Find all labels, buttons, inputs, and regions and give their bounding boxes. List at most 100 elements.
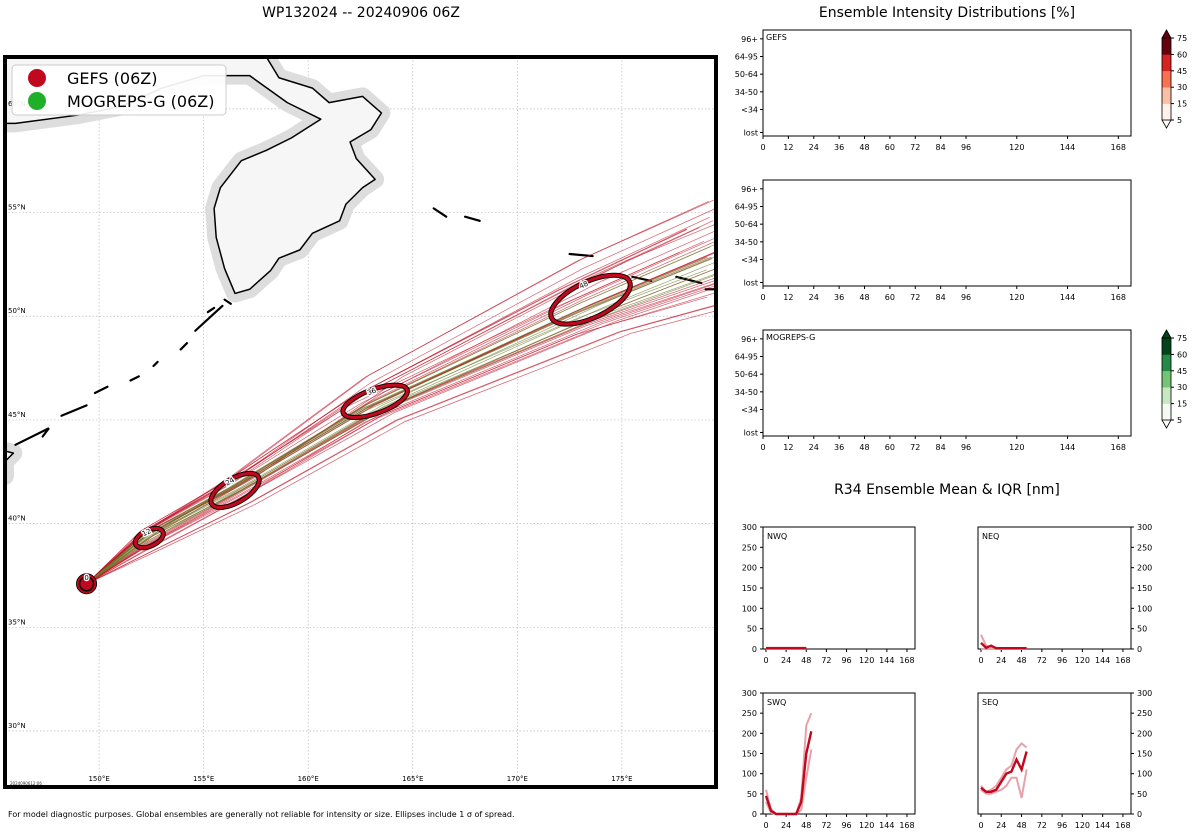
x-tick-label: 36 bbox=[834, 143, 844, 152]
colorbar-tick-label: 30 bbox=[1177, 83, 1187, 92]
gefs-track bbox=[86, 252, 680, 585]
colorbars: 75 60 45 30 15 5 75 60 45 30 15 5 bbox=[1161, 29, 1187, 429]
r34-mean-line bbox=[980, 751, 1028, 793]
y-tick-label: 200 bbox=[1137, 729, 1152, 738]
y-tick-label: 50 bbox=[747, 790, 757, 799]
island bbox=[179, 342, 189, 351]
x-tick-label: 24 bbox=[781, 656, 791, 665]
r34-mean-line bbox=[764, 731, 813, 816]
x-tick-label: 60 bbox=[885, 293, 895, 302]
colorbar-tick-label: 45 bbox=[1177, 367, 1187, 376]
x-tick-label: 0 bbox=[763, 656, 768, 665]
x-tick-label: 24 bbox=[809, 143, 819, 152]
x-tick-label: 72 bbox=[910, 293, 920, 302]
island bbox=[60, 404, 88, 417]
panel-border bbox=[762, 329, 1132, 437]
x-tick-label: 60 bbox=[885, 443, 895, 452]
colorbar-seg bbox=[1162, 38, 1171, 55]
colorbar-frame bbox=[1161, 37, 1172, 121]
x-tick-label: 144 bbox=[1060, 443, 1075, 452]
x-tick-label: 72 bbox=[1037, 821, 1047, 830]
legend-gefs-marker bbox=[28, 69, 46, 87]
x-tick-label: 0 bbox=[760, 443, 765, 452]
r34-panel-seq: SEQ 300 250 200 150 100 50 0 0 24 48 72 96 120 144 168 bbox=[977, 689, 1152, 830]
land-coast bbox=[5, 450, 15, 477]
colorbar-seg bbox=[1162, 370, 1171, 388]
row-label: lost bbox=[744, 128, 758, 137]
island bbox=[194, 304, 224, 332]
row-label: 64-95 bbox=[735, 353, 758, 362]
x-tick-label: 168 bbox=[1111, 443, 1126, 452]
row-label: 64-95 bbox=[735, 53, 758, 62]
gefs-track bbox=[86, 296, 708, 585]
mogreps-track bbox=[86, 268, 716, 585]
x-tick-label: 168 bbox=[1111, 143, 1126, 152]
legend-mogreps-marker bbox=[28, 92, 46, 110]
y-tick-label: 0 bbox=[752, 645, 757, 654]
panel-frame bbox=[762, 179, 1132, 287]
x-tick-label: 60 bbox=[885, 143, 895, 152]
x-tick-label: 36 bbox=[834, 293, 844, 302]
x-tick-label: 96 bbox=[841, 821, 851, 830]
y-tick-label: 150 bbox=[1137, 584, 1152, 593]
y-tick-label: 250 bbox=[742, 543, 757, 552]
colorbar-seg bbox=[1162, 54, 1171, 72]
x-tick-label: 0 bbox=[978, 656, 983, 665]
ellipse-ring bbox=[549, 273, 632, 326]
x-tick-label: 48 bbox=[859, 443, 869, 452]
map-frame bbox=[3, 55, 718, 789]
x-tick-label: 144 bbox=[1060, 143, 1075, 152]
y-tick-label: 150 bbox=[1137, 750, 1152, 759]
panel-frame bbox=[977, 692, 1132, 815]
panel-label: NEQ bbox=[982, 532, 999, 541]
x-tick-label: 12 bbox=[783, 443, 793, 452]
x-tick-label: 120 bbox=[859, 821, 874, 830]
x-tick-label: 96 bbox=[961, 293, 971, 302]
x-tick-label: 48 bbox=[1016, 821, 1026, 830]
row-label: 34-50 bbox=[735, 388, 758, 397]
r34-p25-line bbox=[980, 769, 1028, 799]
x-tick-label: 120 bbox=[1009, 143, 1024, 152]
gefs-track bbox=[86, 304, 716, 585]
ellipse-fill bbox=[78, 576, 95, 592]
colorbar-seg bbox=[1162, 354, 1171, 372]
gefs-track bbox=[86, 229, 688, 585]
y-tick-label: 300 bbox=[742, 523, 757, 532]
x-tick-label: 144 bbox=[1060, 293, 1075, 302]
colorbar-tick-label: 75 bbox=[1177, 34, 1187, 43]
x-tick-label: 48 bbox=[859, 293, 869, 302]
ellipse-ring bbox=[341, 383, 409, 420]
ellipse-ring bbox=[209, 471, 261, 510]
lat-label: 40°N bbox=[8, 515, 26, 523]
x-tick-label: 0 bbox=[760, 293, 765, 302]
r34-title: R34 Ensemble Mean & IQR [nm] bbox=[834, 482, 1060, 498]
island bbox=[93, 385, 109, 395]
y-tick-label: 100 bbox=[1137, 770, 1152, 779]
panel-label: MOGREPS-G bbox=[766, 333, 815, 342]
x-tick-label: 168 bbox=[1115, 821, 1130, 830]
lat-label: 35°N bbox=[8, 618, 26, 626]
x-tick-label: 12 bbox=[783, 293, 793, 302]
x-tick-label: 96 bbox=[961, 443, 971, 452]
x-tick-label: 120 bbox=[1009, 443, 1024, 452]
y-tick-label: 0 bbox=[752, 810, 757, 819]
colorbar-seg bbox=[1162, 387, 1171, 404]
row-label: <34 bbox=[741, 106, 758, 115]
row-label: 96+ bbox=[741, 335, 758, 344]
x-tick-label: 12 bbox=[783, 143, 793, 152]
row-label: 64-95 bbox=[735, 203, 758, 212]
colorbar-frame bbox=[1161, 337, 1172, 421]
r34-panel-swq: SWQ 300 250 200 150 100 50 00 24 48 72 96 120 144 168 bbox=[742, 689, 916, 830]
colorbar-tick-label: 45 bbox=[1177, 67, 1187, 76]
spread-ellipse-48: 48 bbox=[548, 272, 633, 327]
island bbox=[206, 306, 216, 314]
spread-ellipse-36: 36 bbox=[340, 382, 410, 420]
x-tick-label: 96 bbox=[841, 656, 851, 665]
colorbar-tick-label: 60 bbox=[1177, 350, 1187, 359]
panel-border bbox=[762, 29, 1132, 137]
island bbox=[223, 298, 232, 305]
island bbox=[152, 360, 159, 368]
y-tick-label: 300 bbox=[1137, 689, 1152, 698]
